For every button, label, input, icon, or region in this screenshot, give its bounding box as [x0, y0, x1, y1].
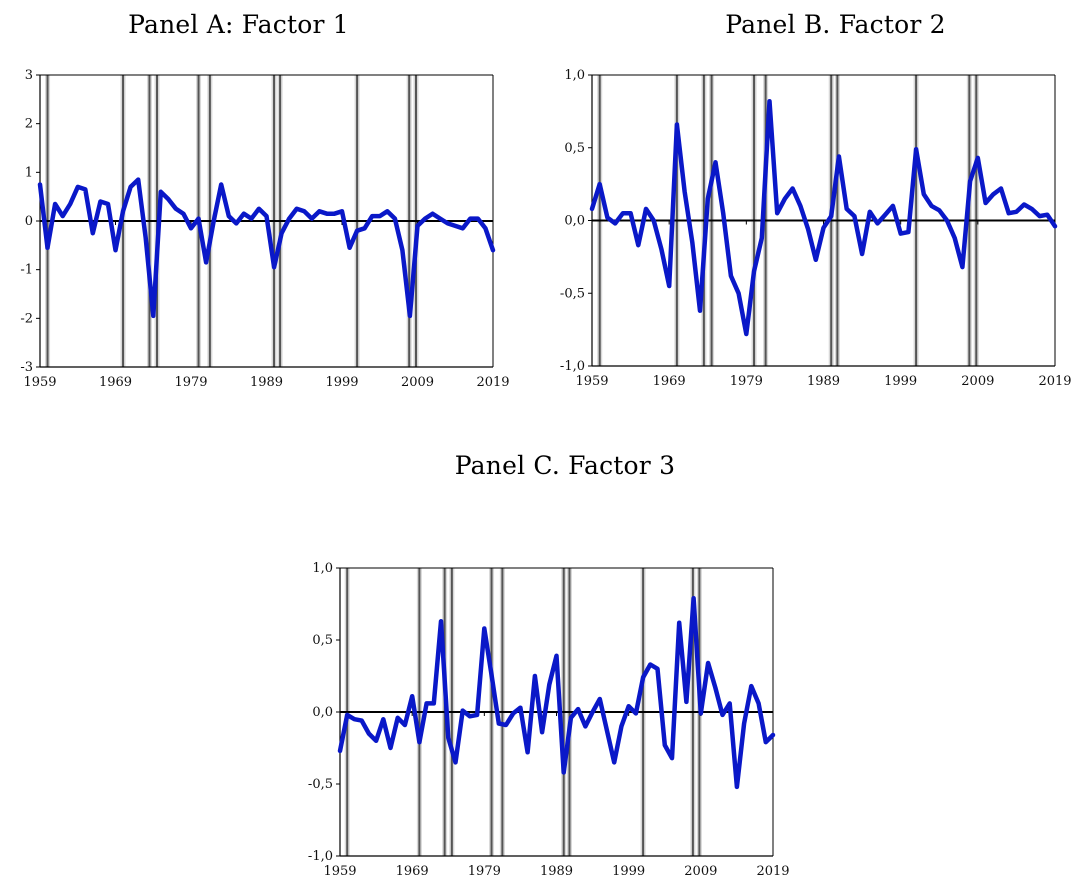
y-tick-label: -3 [20, 360, 33, 375]
panel-c-title: Panel C. Factor 3 [454, 451, 676, 480]
y-tick-label: 1,0 [312, 561, 333, 576]
factor-series-line [337, 595, 776, 790]
x-tick-label: 1979 [468, 864, 501, 879]
x-tick-label: 1999 [612, 864, 645, 879]
y-tick-label: 0 [25, 214, 33, 229]
x-tick-label: 1969 [653, 374, 686, 389]
x-tick-label: 1999 [325, 375, 358, 390]
y-tick-label: -0,5 [560, 286, 585, 301]
x-tick-label: 1959 [575, 374, 608, 389]
x-tick-label: 1959 [323, 864, 356, 879]
x-tick-label: 1979 [730, 374, 763, 389]
y-tick-label: -1,0 [308, 849, 333, 864]
y-tick-label: 2 [25, 117, 33, 132]
x-tick-label: 1969 [99, 375, 132, 390]
x-tick-label: 1959 [23, 375, 56, 390]
panel-a-factor-1: Panel A: Factor 1 3 2 1 0 -1 -2 -3 1959 1969 1979… [0, 0, 537, 420]
y-tick-label: 3 [25, 68, 33, 83]
factor-series-line [589, 98, 1058, 337]
x-tick-label: 1989 [250, 375, 283, 390]
y-tick-label: -1,0 [560, 359, 585, 374]
panel-b-title: Panel B. Factor 2 [725, 10, 946, 39]
y-tick-label: -0,5 [308, 777, 333, 792]
factor-series-line [37, 177, 496, 319]
y-tick-label: 0,5 [564, 141, 585, 156]
x-tick-label: 1999 [884, 374, 917, 389]
panel-a-title: Panel A: Factor 1 [128, 10, 349, 39]
y-tick-label: -2 [20, 311, 33, 326]
x-tick-label: 2009 [684, 864, 717, 879]
x-tick-label: 2009 [961, 374, 994, 389]
x-tick-label: 2019 [756, 864, 789, 879]
x-tick-label: 1989 [540, 864, 573, 879]
x-tick-label: 2019 [1038, 374, 1071, 389]
x-tick-label: 1979 [174, 375, 207, 390]
panel-b-factor-2: Panel B. Factor 2 1,0 0,5 0,0 -0,5 -1,0 1959 1… [537, 0, 1074, 420]
y-tick-label: 0,0 [564, 214, 585, 229]
x-tick-label: 1969 [396, 864, 429, 879]
x-tick-label: 1989 [807, 374, 840, 389]
x-tick-label: 2019 [476, 375, 509, 390]
y-tick-label: 0,5 [312, 633, 333, 648]
y-tick-label: -1 [20, 263, 33, 278]
x-tick-label: 2009 [401, 375, 434, 390]
y-tick-label: 1 [25, 165, 33, 180]
y-tick-label: 1,0 [564, 68, 585, 83]
panel-c-factor-3: Panel C. Factor 3 1,0 0,5 0,0 -0,5 -1,0 1959 1… [250, 445, 810, 886]
y-tick-label: 0,0 [312, 705, 333, 720]
